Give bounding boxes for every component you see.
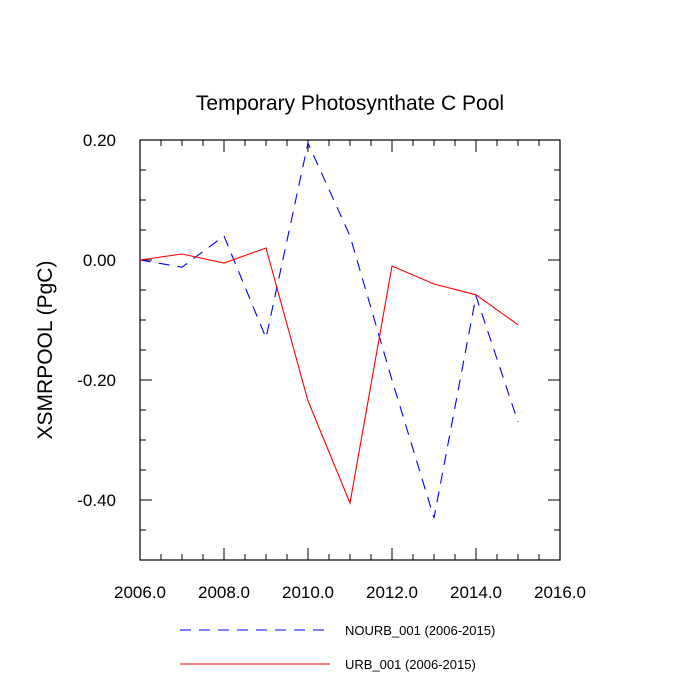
tick-labels: 2006.0 2008.0 2010.0 2012.0 2014.0 2016.0 0.20… <box>77 131 586 602</box>
x-tick-label: 2008.0 <box>198 583 250 602</box>
y-tick-label: -0.20 <box>77 371 116 390</box>
y-tick-label: 0.00 <box>83 251 116 270</box>
legend-label-nourb: NOURB_001 (2006-2015) <box>345 623 495 638</box>
x-tick-label: 2012.0 <box>366 583 418 602</box>
y-tick-label: -0.40 <box>77 491 116 510</box>
chart-title: Temporary Photosynthate C Pool <box>196 92 504 115</box>
x-tick-label: 2010.0 <box>282 583 334 602</box>
series-line-urb <box>139 247 519 505</box>
legend-label-urb: URB_001 (2006-2015) <box>345 657 476 672</box>
axis-ticks <box>139 139 561 561</box>
x-tick-label: 2016.0 <box>534 583 586 602</box>
y-axis-label: XSMRPOOL (PgC) <box>34 261 57 440</box>
series-line-nourb <box>139 141 519 519</box>
y-tick-label: 0.20 <box>83 131 116 150</box>
x-tick-label: 2014.0 <box>450 583 502 602</box>
legend: NOURB_001 (2006-2015) URB_001 (2006-2015) <box>180 623 495 672</box>
series-lines <box>139 141 519 519</box>
x-tick-label: 2006.0 <box>114 583 166 602</box>
plot-frame <box>139 139 561 561</box>
